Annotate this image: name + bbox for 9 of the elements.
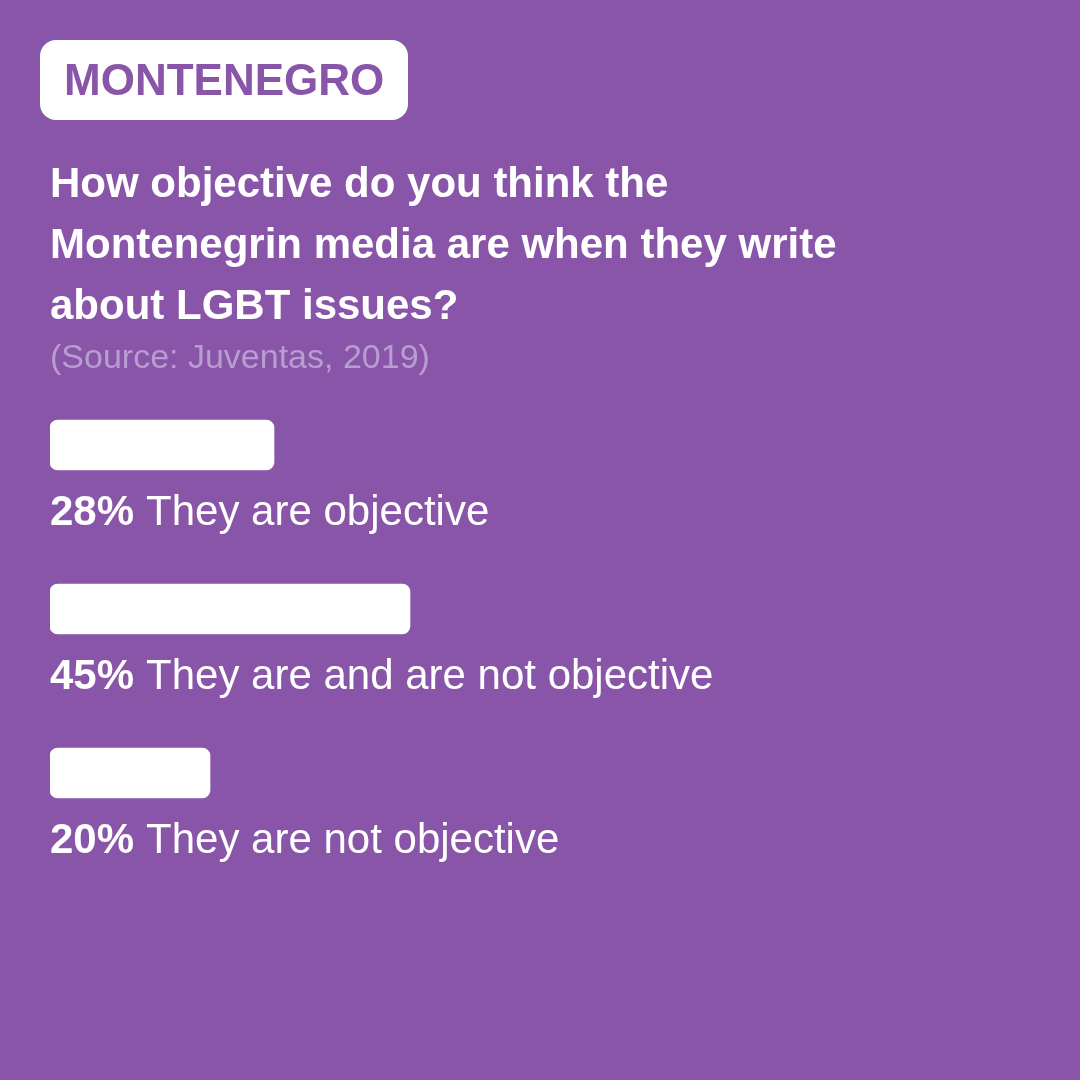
data-label: 28% xyxy=(50,487,135,534)
y-tick-label: They are and are not objective xyxy=(146,651,714,698)
data-label: 20% xyxy=(50,815,135,862)
data-label: 45% xyxy=(50,651,135,698)
text: (Source: Juventas, 2019) xyxy=(50,336,430,377)
chart-subtitle: MONTENEGRO xyxy=(40,40,409,120)
chart-title: How objective do you think the Montenegrin media are when they write about LGBT issues? xyxy=(50,158,838,330)
y-tick-label: They are not objective xyxy=(146,815,560,862)
y-tick-label: They are objective xyxy=(146,487,490,534)
